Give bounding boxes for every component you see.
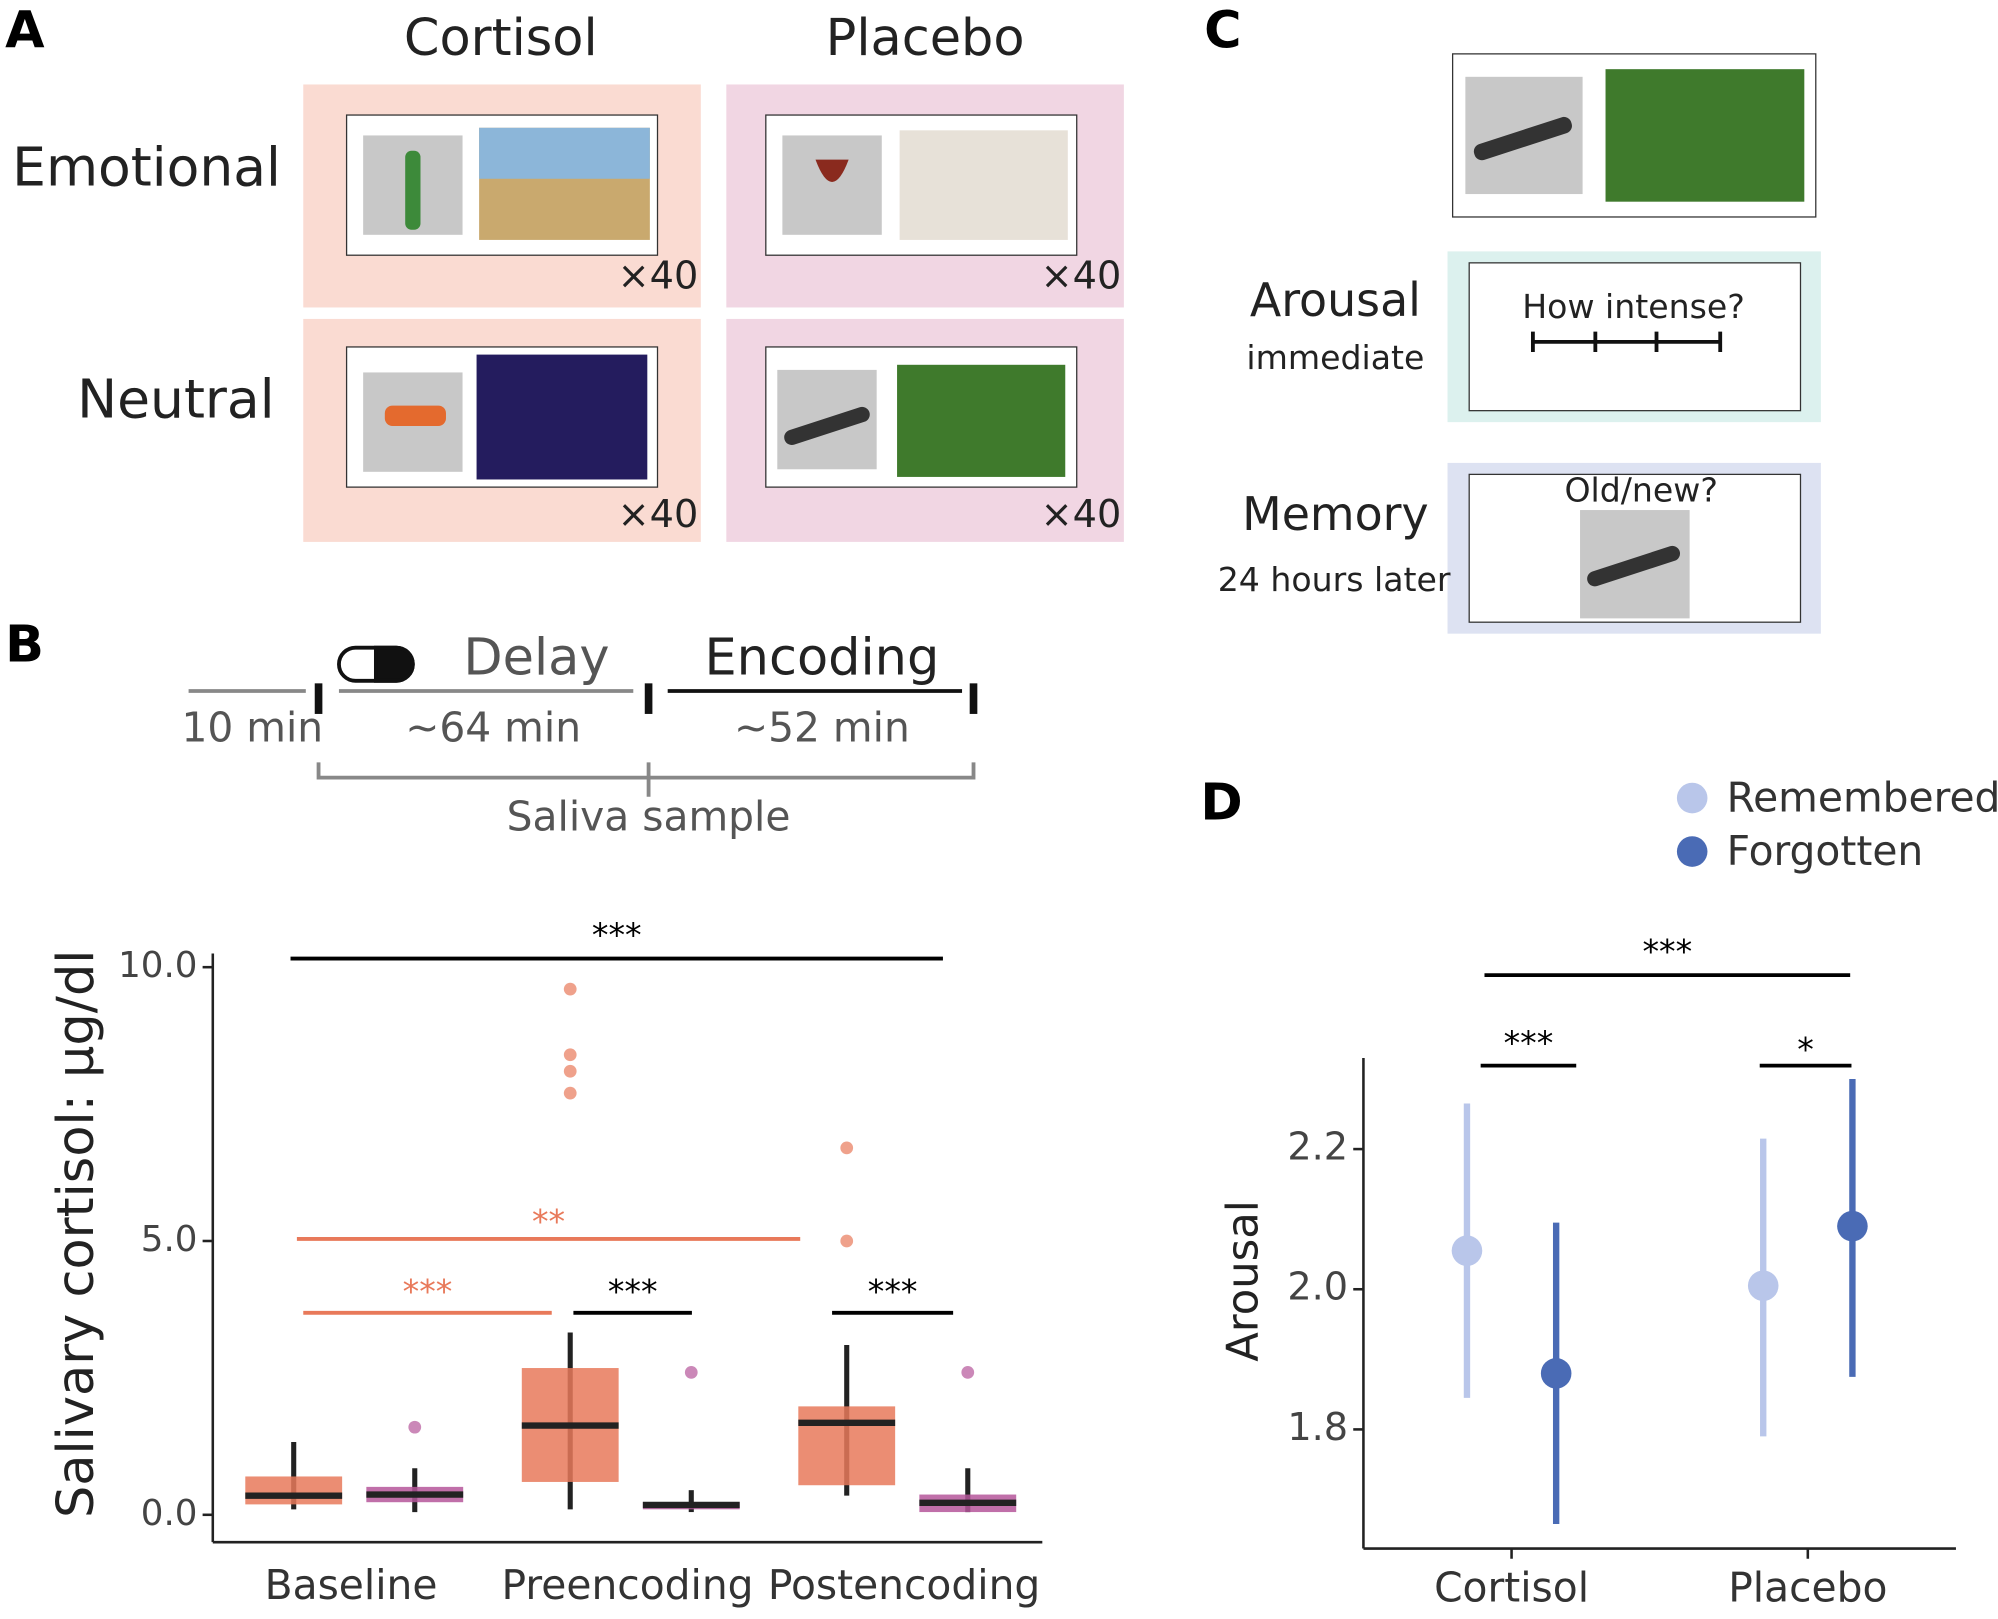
task-subtitle: immediate: [1246, 338, 1424, 377]
pill-half: [373, 645, 415, 683]
significance-label: *: [1797, 1030, 1814, 1069]
y-tick-label: 1.8: [1287, 1406, 1348, 1450]
outlier: [840, 1141, 854, 1155]
outlier: [563, 1048, 577, 1062]
design-panel: Cortisol Placebo Emotional Neutral ×40 ×…: [12, 9, 1124, 542]
brush-icon: [784, 406, 870, 446]
y-axis-label: Salivary cortisol: µg/dl: [47, 950, 106, 1519]
panel-label: D: [1200, 774, 1242, 833]
outlier: [840, 1234, 854, 1248]
significance-label: ***: [403, 1272, 453, 1311]
task-panel: Arousal immediate How intense? Memory 24…: [1218, 53, 1821, 634]
significance-label: ***: [592, 915, 642, 954]
cortisol-chart: 0.0 5.0 10.0 Salivary cortisol: µg/dl Baseli…: [47, 915, 1043, 1609]
y-tick-label: 2.0: [1287, 1266, 1348, 1310]
y-tick-label: 0.0: [141, 1493, 198, 1534]
timeline: [188, 645, 978, 797]
task-question: Old/new?: [1564, 471, 1718, 510]
x-tick-label: Cortisol: [1434, 1564, 1589, 1612]
row-header: Emotional: [12, 136, 281, 199]
legend-label: Forgotten: [1727, 827, 1924, 875]
sky: [479, 127, 650, 179]
phase-label: Delay: [463, 628, 609, 687]
outlier: [408, 1420, 422, 1434]
significance-label: ***: [608, 1272, 658, 1311]
legend-label: Remembered: [1727, 774, 1998, 822]
task-title: Arousal: [1250, 273, 1421, 327]
point: [1540, 1358, 1572, 1389]
significance-label: **: [532, 1202, 565, 1241]
y-tick-label: 2.2: [1287, 1126, 1348, 1170]
significance-label: ***: [1642, 932, 1692, 971]
y-axis-label: Arousal: [1219, 1200, 1269, 1362]
duration-label: ~52 min: [734, 703, 910, 751]
outlier: [684, 1366, 698, 1379]
point: [1451, 1235, 1483, 1266]
arousal-chart: 1.8 2.0 2.2 Arousal Cortisol Placebo Remembere…: [1219, 774, 1998, 1612]
column-header: Placebo: [826, 9, 1025, 68]
stapler-icon: [384, 405, 446, 426]
legend-swatch: [1676, 782, 1708, 814]
point: [1837, 1210, 1868, 1242]
y-tick-label: 10.0: [118, 945, 197, 986]
x-tick-label: Postencoding: [768, 1561, 1040, 1609]
column-header: Cortisol: [404, 9, 598, 68]
outlier: [563, 1064, 577, 1078]
significance-label: ***: [868, 1272, 918, 1311]
panel-label: C: [1204, 1, 1241, 60]
scene-image: [899, 130, 1068, 240]
legend-swatch: [1676, 836, 1708, 867]
y-tick-label: 5.0: [141, 1219, 198, 1260]
panel-label: B: [5, 616, 44, 675]
count: ×40: [1041, 255, 1122, 299]
box: [245, 1476, 343, 1505]
duration-label: 10 min: [181, 703, 323, 751]
task-question: How intense?: [1522, 287, 1745, 326]
point: [1747, 1270, 1779, 1302]
row-header: Neutral: [77, 368, 274, 431]
rating-scale: [1530, 331, 1723, 353]
significance-label: ***: [1504, 1024, 1554, 1063]
outlier: [563, 1086, 577, 1100]
outlier: [961, 1366, 975, 1379]
scene-image: [1605, 69, 1805, 202]
duration-label: ~64 min: [405, 703, 581, 751]
task-subtitle: 24 hours later: [1218, 560, 1451, 599]
box: [798, 1406, 896, 1486]
object-image: [782, 135, 882, 235]
count: ×40: [618, 493, 699, 537]
panel-label: A: [5, 1, 45, 60]
outlier: [563, 982, 577, 996]
brush-icon: [1473, 116, 1572, 161]
brush-icon: [1587, 545, 1680, 587]
arousal-screen: [1468, 262, 1802, 412]
bottle-icon: [405, 150, 421, 230]
sample-label: Saliva sample: [507, 793, 791, 841]
phase-label: Encoding: [704, 628, 939, 687]
task-title: Memory: [1242, 487, 1429, 541]
x-tick-label: Baseline: [265, 1561, 438, 1609]
scene-image: [897, 364, 1066, 477]
glass-icon: [815, 159, 849, 182]
sample-bracket: [316, 762, 976, 797]
x-tick-label: Placebo: [1728, 1564, 1887, 1612]
scene-image: [476, 354, 648, 480]
x-tick-label: Preencoding: [502, 1561, 754, 1609]
count: ×40: [1041, 493, 1122, 537]
count: ×40: [618, 255, 699, 299]
